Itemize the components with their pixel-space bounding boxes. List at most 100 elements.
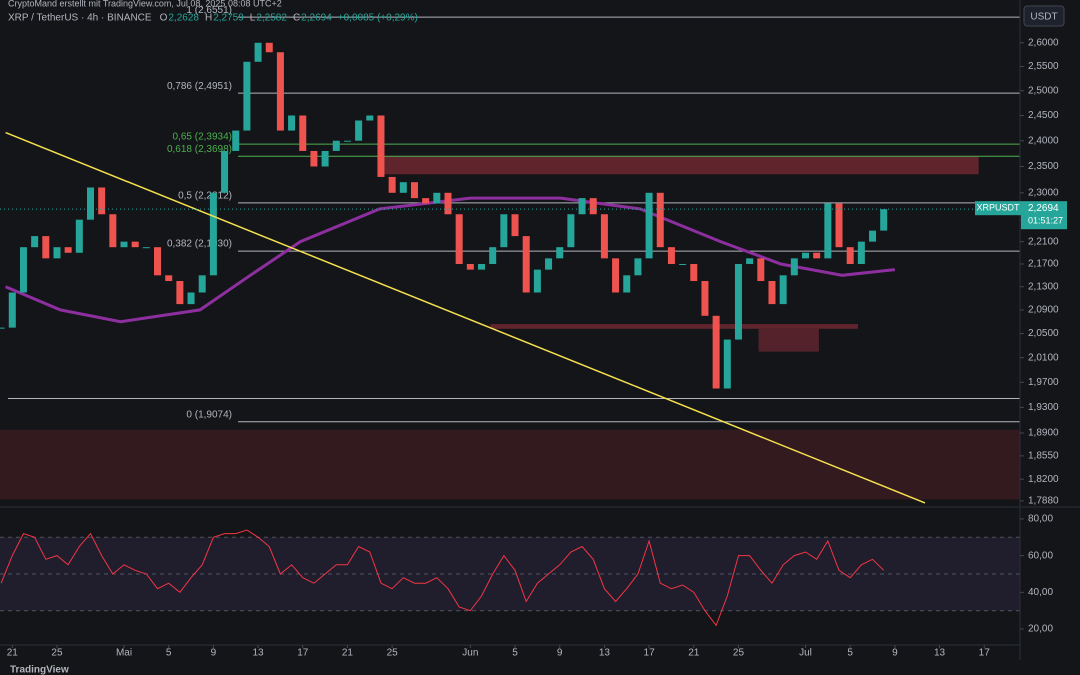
price-pane: 1 (2,6551) 0,786 (2,4951) 0,65 (2,3934)0,6… — [0, 5, 1020, 504]
y-tick-label: 1,9700 — [1028, 377, 1059, 388]
candle — [310, 150, 318, 167]
candle — [377, 115, 385, 177]
candle — [779, 275, 787, 305]
zone — [380, 156, 979, 175]
candle — [813, 252, 821, 259]
price-tag-box — [1021, 201, 1067, 230]
candle — [355, 120, 363, 141]
candle — [332, 140, 340, 151]
ohlc-change: +0,0085 (+0,29%) — [338, 13, 418, 24]
x-tick-label: 25 — [733, 648, 745, 659]
candle — [545, 258, 553, 270]
y-tick-label: 2,1300 — [1028, 281, 1059, 292]
candle — [835, 203, 843, 248]
candle — [612, 258, 620, 293]
candle — [723, 339, 731, 389]
y-tick-label: 60,00 — [1028, 550, 1053, 561]
candle — [645, 192, 653, 259]
candle — [466, 263, 474, 270]
ohlc-key: C — [293, 13, 300, 24]
candle — [399, 182, 407, 193]
candle — [64, 247, 72, 253]
y-tick-label: 2,4000 — [1028, 135, 1059, 146]
x-tick-label: 9 — [557, 648, 563, 659]
currency-button[interactable] — [1023, 5, 1065, 27]
candle — [679, 263, 687, 265]
fib-label: 1 (2,6551) — [186, 5, 232, 16]
y-tick-label: 2,5500 — [1028, 61, 1059, 72]
y-tick-label: 2,0500 — [1028, 328, 1059, 339]
y-tick-label: 2,0100 — [1028, 352, 1059, 363]
candle — [131, 241, 139, 248]
candle — [869, 230, 877, 242]
price-tag-price: 2,2694 — [1028, 203, 1059, 214]
candle — [489, 247, 497, 264]
x-tick-label: 13 — [599, 648, 611, 659]
price-tag-symbol-box — [975, 201, 1021, 216]
ohlc-value: 2,2628 — [168, 13, 199, 24]
candle — [276, 52, 284, 131]
x-tick-label: 9 — [892, 648, 898, 659]
candle — [98, 187, 106, 215]
axes: 2,6000 2,5500 2,5000 2,4500 2,4000 2,3500 2,30… — [7, 37, 1067, 659]
x-tick-label: 21 — [7, 648, 19, 659]
candle — [221, 150, 229, 193]
candle — [8, 292, 16, 328]
fib-label: 0,382 (2,1930) — [167, 239, 232, 250]
fib-label: 0 (1,9074) — [186, 409, 232, 420]
candle — [712, 315, 720, 389]
candle — [165, 275, 173, 282]
y-tick-label: 2,3000 — [1028, 187, 1059, 198]
candle — [880, 209, 888, 231]
fib-label: 0,786 (2,4951) — [167, 81, 232, 92]
candle — [667, 247, 675, 264]
candle — [522, 236, 530, 293]
candle — [53, 247, 61, 259]
rsi-line — [0, 529, 885, 627]
x-tick-label: 5 — [512, 648, 518, 659]
x-tick-label: 5 — [166, 648, 172, 659]
candle — [422, 198, 430, 204]
candle — [790, 258, 798, 276]
y-tick-label: 80,00 — [1028, 514, 1053, 525]
candle — [299, 115, 307, 151]
candle — [288, 115, 296, 131]
y-tick-label: 1,7880 — [1028, 496, 1059, 507]
candle — [176, 281, 184, 305]
candle — [154, 247, 162, 276]
candle — [187, 292, 195, 305]
y-tick-label: 20,00 — [1028, 624, 1053, 635]
moving-average — [5, 196, 896, 324]
candle — [623, 275, 631, 293]
candle — [768, 281, 776, 305]
y-tick-label: 2,4500 — [1028, 110, 1059, 121]
y-tick-label: 2,1700 — [1028, 259, 1059, 270]
candle — [533, 269, 541, 293]
x-tick-label: Jun — [462, 648, 478, 659]
y-tick-label: 2,6000 — [1028, 37, 1059, 48]
x-tick-label: 21 — [688, 648, 700, 659]
candle — [578, 198, 586, 215]
candle — [142, 247, 150, 249]
currency[interactable]: USDT — [1030, 12, 1057, 23]
fib-label: 0,618 (2,3698) — [167, 144, 232, 155]
x-tick-label: 17 — [297, 648, 309, 659]
ohlc-key: L — [250, 13, 256, 24]
y-tick-label: 1,9300 — [1028, 402, 1059, 413]
watermark: CryptoMand erstellt mit TradingView.com,… — [8, 0, 282, 8]
ohlc-key: O — [160, 13, 168, 24]
y-tick-label: 2,2100 — [1028, 236, 1059, 247]
candle — [198, 275, 206, 293]
ohlc-value: 2,2582 — [256, 13, 287, 24]
ohlc: O 2,2628 H 2,2759 L 2,2582 C 2,2694 +0,0085 (+0,… — [160, 13, 418, 24]
x-tick-label: 9 — [211, 648, 217, 659]
y-tick-label: 1,8900 — [1028, 428, 1059, 439]
footer-logo: TradingView — [10, 665, 69, 675]
candle — [243, 61, 251, 131]
zone — [758, 328, 819, 352]
y-tick-label: 1,8550 — [1028, 451, 1059, 462]
trendline — [5, 131, 926, 504]
x-tick-label: Mai — [116, 648, 132, 659]
